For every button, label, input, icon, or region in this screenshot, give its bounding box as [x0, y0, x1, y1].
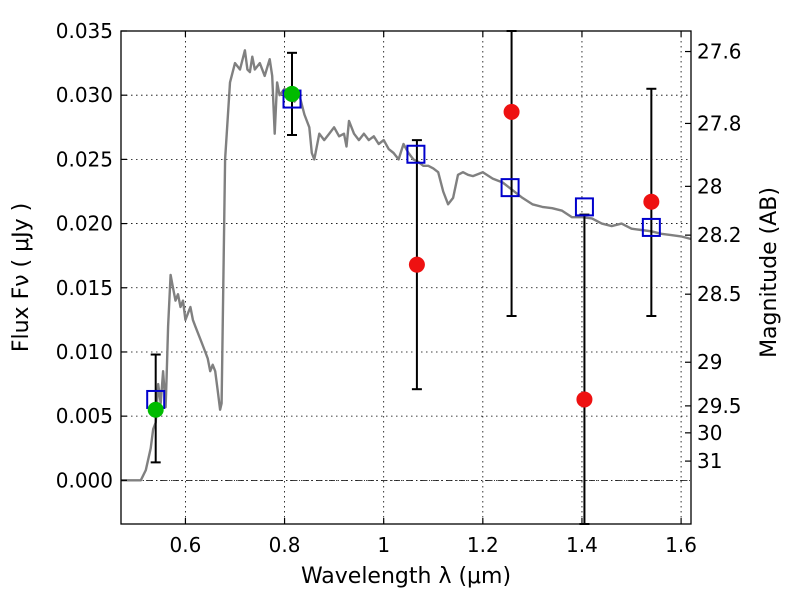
plot-frame [120, 30, 692, 525]
y-tick-label: 0.015 [56, 276, 113, 300]
observed-flux-point [284, 85, 300, 102]
magnitude-tick-label: 30 [697, 421, 722, 445]
magnitude-tick-label: 27.8 [697, 111, 742, 135]
magnitude-tick-label: 27.6 [697, 40, 742, 64]
magnitude-tick-label: 28.2 [697, 223, 742, 247]
magnitude-tick-label: 31 [697, 449, 722, 473]
observed-flux-point [503, 103, 520, 120]
magnitude-tick-label: 29 [697, 350, 722, 374]
observed-flux-point [576, 391, 593, 408]
model-band-square [641, 217, 661, 237]
x-axis-label: Wavelength λ (μm) [301, 564, 511, 589]
x-tick-label: 1 [377, 533, 390, 557]
y-tick-label: 0.030 [56, 83, 113, 107]
magnitude-tick-label: 29.5 [697, 394, 742, 418]
magnitude-tick-label: 28.5 [697, 282, 742, 306]
x-tick-label: 1.2 [467, 533, 499, 557]
y-tick-label: 0.005 [56, 404, 113, 428]
y-tick-label: 0.035 [56, 19, 113, 43]
y-axis-label: Flux Fν ( μJy ) [9, 203, 34, 352]
model-band-square [406, 144, 426, 164]
x-tick-label: 0.8 [269, 533, 301, 557]
observed-flux-point [643, 193, 660, 210]
y-tick-label: 0.000 [56, 468, 113, 492]
y-tick-label: 0.025 [56, 147, 113, 171]
y-tick-label: 0.020 [56, 212, 113, 236]
plot-data [121, 30, 692, 525]
axis-ticks: 0.6 0.8 1 1.2 1.4 1.6 0.000 0.005 0.010 0.015 0.02… [56, 19, 742, 557]
spectrum-line [121, 49, 692, 482]
model-band-square [574, 197, 594, 217]
observed-flux-point [147, 401, 164, 418]
model-band-square [500, 178, 520, 198]
observed-flux-point [408, 256, 425, 273]
y-tick-label: 0.010 [56, 340, 113, 364]
x-tick-label: 1.4 [566, 533, 598, 557]
y2-axis-label: Magnitude (AB) [757, 187, 782, 358]
x-tick-label: 1.6 [665, 533, 697, 557]
magnitude-tick-label: 28 [697, 174, 722, 198]
x-tick-label: 0.6 [170, 533, 202, 557]
grid-lines [121, 30, 691, 524]
